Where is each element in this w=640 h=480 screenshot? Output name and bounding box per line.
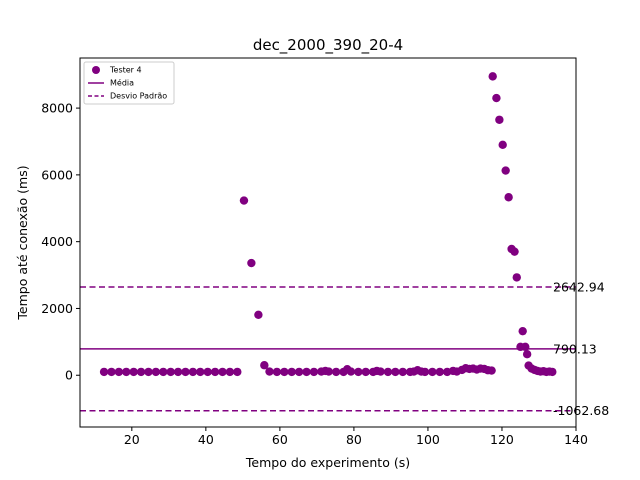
data-point xyxy=(495,115,504,124)
data-point xyxy=(260,361,269,370)
data-point xyxy=(331,367,341,377)
data-point xyxy=(99,367,109,377)
data-point xyxy=(346,367,356,376)
reference-line-label: 790.13 xyxy=(553,341,597,356)
x-tick-label: 60 xyxy=(272,432,288,447)
data-point xyxy=(107,367,116,377)
legend-label-desvio: Desvio Padrão xyxy=(110,92,167,101)
data-point xyxy=(218,367,227,377)
data-point xyxy=(203,367,212,377)
data-point xyxy=(272,367,282,377)
reference-line-label: 2642.94 xyxy=(553,279,605,294)
legend-marker-circle xyxy=(92,66,100,74)
data-point xyxy=(136,367,146,377)
data-point xyxy=(548,367,557,377)
legend-label-tester: Tester 4 xyxy=(109,66,142,75)
x-tick-label: 80 xyxy=(346,432,362,447)
data-point xyxy=(512,273,521,282)
data-point xyxy=(302,367,311,377)
data-point xyxy=(383,367,393,377)
data-point xyxy=(501,166,510,175)
x-tick-label: 100 xyxy=(416,432,440,447)
data-point xyxy=(173,367,183,377)
data-point xyxy=(159,367,168,377)
y-tick-label: 2000 xyxy=(41,301,73,316)
data-point xyxy=(294,367,304,377)
data-point xyxy=(435,367,444,377)
data-point xyxy=(391,367,400,377)
y-tick-label: 8000 xyxy=(41,101,73,116)
data-point xyxy=(166,367,175,377)
data-point xyxy=(129,367,138,377)
data-point xyxy=(498,140,507,150)
x-axis-title: Tempo do experimento (s) xyxy=(245,455,410,470)
x-tick-label: 140 xyxy=(564,432,588,447)
x-tick-label: 20 xyxy=(124,432,140,447)
chart-title: dec_2000_390_20-4 xyxy=(253,36,403,55)
y-tick-label: 4000 xyxy=(41,234,73,249)
data-point xyxy=(361,367,370,377)
data-point xyxy=(239,196,249,205)
data-point xyxy=(420,367,430,377)
data-point xyxy=(309,367,319,377)
data-point xyxy=(487,366,496,375)
x-tick-label: 120 xyxy=(490,432,514,447)
data-point xyxy=(522,350,532,359)
legend-label-media: Média xyxy=(110,78,134,88)
y-tick-label: 0 xyxy=(65,368,73,383)
data-point xyxy=(521,342,530,352)
data-point xyxy=(280,367,289,377)
plot-frame xyxy=(79,57,577,428)
data-point xyxy=(122,367,131,377)
data-point xyxy=(196,367,205,377)
legend: Tester 4 Média Desvio Padrão xyxy=(83,61,175,105)
data-point xyxy=(254,310,263,319)
data-point xyxy=(518,326,527,336)
data-point xyxy=(510,247,519,256)
data-point xyxy=(181,367,190,377)
data-point xyxy=(188,367,198,377)
data-point xyxy=(324,367,333,376)
data-point xyxy=(144,367,153,377)
data-point xyxy=(398,367,407,377)
data-point xyxy=(114,367,124,377)
axis-ticks: 20 40 60 80 100 120 140 0 2000 4000 6000 8000 xyxy=(41,101,588,447)
data-point xyxy=(210,367,220,377)
data-point xyxy=(225,367,235,377)
y-axis-title: Tempo até conexão (ms) xyxy=(15,165,30,320)
data-point xyxy=(287,367,296,377)
data-point xyxy=(265,367,274,376)
data-point xyxy=(492,93,501,103)
data-point xyxy=(428,367,437,377)
legend-box xyxy=(83,61,175,105)
reference-line-label: -1062.68 xyxy=(553,403,609,418)
data-point xyxy=(354,367,363,377)
data-point xyxy=(504,193,513,202)
y-tick-label: 6000 xyxy=(41,167,73,182)
data-point xyxy=(233,367,242,377)
data-point xyxy=(151,367,161,377)
plot-area: 790.13 2642.94 -1062.68 xyxy=(80,72,609,418)
x-tick-label: 40 xyxy=(198,432,214,447)
data-point xyxy=(488,72,497,81)
data-point xyxy=(247,258,256,268)
data-point xyxy=(376,367,385,376)
